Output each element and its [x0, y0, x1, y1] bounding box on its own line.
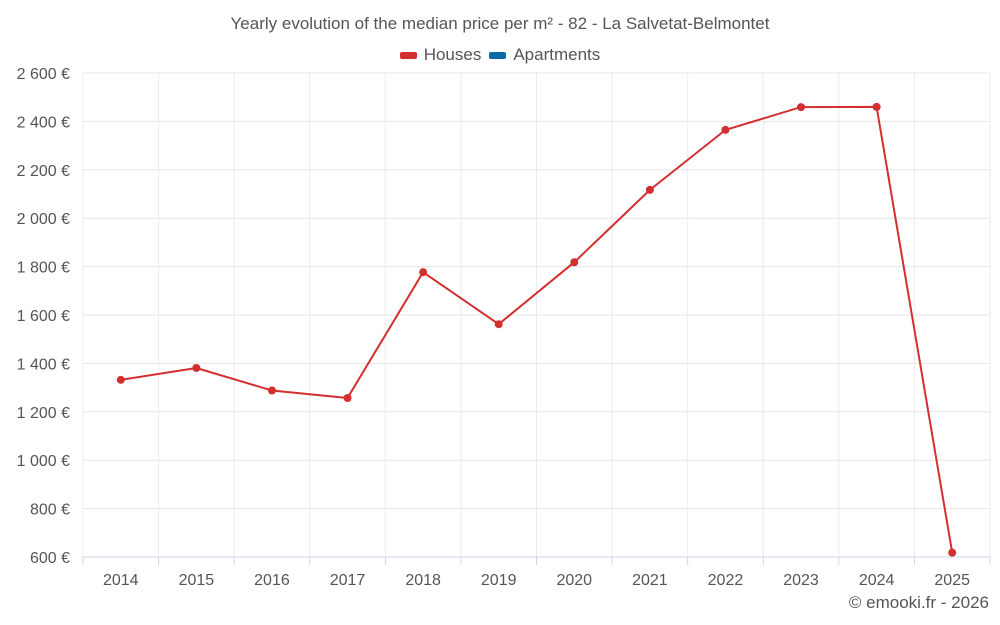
y-tick-label: 2 000 € — [17, 211, 70, 228]
data-point — [570, 258, 579, 267]
x-tick-label: 2018 — [405, 572, 441, 589]
x-tick-label: 2022 — [708, 572, 744, 589]
x-tick-label: 2020 — [556, 572, 592, 589]
credit-text: © emooki.fr - 2026 — [848, 593, 989, 612]
x-tick-label: 2016 — [254, 572, 290, 589]
x-tick-label: 2015 — [179, 572, 215, 589]
data-point — [192, 363, 201, 372]
data-point — [948, 548, 957, 557]
legend-label-apartments: Apartments — [513, 45, 601, 64]
y-tick-label: 1 600 € — [17, 308, 70, 325]
series-line-houses — [120, 105, 954, 553]
y-tick-label: 1 400 € — [17, 356, 70, 373]
legend-label-houses: Houses — [423, 45, 482, 64]
data-point — [343, 394, 352, 403]
y-tick-label: 1 200 € — [17, 405, 70, 422]
data-point — [267, 386, 276, 395]
x-tick-label: 2024 — [859, 572, 895, 589]
x-tick-label: 2014 — [103, 572, 139, 589]
y-tick-label: 1 800 € — [17, 260, 70, 277]
x-tick-label: 2025 — [934, 572, 970, 589]
y-tick-label: 2 600 € — [17, 66, 70, 83]
legend-swatch-houses — [399, 51, 417, 59]
legend-swatch-apartments — [489, 51, 507, 59]
data-point — [645, 185, 654, 194]
data-point — [721, 125, 730, 134]
y-tick-label: 2 200 € — [17, 163, 70, 180]
x-tick-label: 2021 — [632, 572, 668, 589]
x-tick-label: 2023 — [783, 572, 819, 589]
legend-item-houses[interactable]: Houses — [399, 45, 482, 65]
y-tick-label: 800 € — [30, 502, 70, 519]
data-point — [419, 268, 428, 277]
y-tick-label: 2 400 € — [17, 114, 70, 131]
data-point — [494, 320, 503, 329]
x-tick-label: 2019 — [481, 572, 517, 589]
data-point — [797, 103, 806, 112]
legend: Houses Apartments — [0, 45, 1000, 65]
chart-title: Yearly evolution of the median price per… — [230, 14, 770, 33]
y-tick-label: 1 000 € — [17, 453, 70, 470]
axes: 600 € 800 € 1 000 € 1 200 € 1 400 € 1 600 € 1 … — [17, 66, 991, 589]
x-tick-label: 2017 — [330, 572, 366, 589]
data-point — [872, 102, 881, 111]
data-point — [116, 375, 125, 384]
series-layer — [116, 102, 957, 557]
y-tick-label: 600 € — [30, 550, 70, 567]
legend-item-apartments[interactable]: Apartments — [489, 45, 600, 65]
grid — [82, 72, 991, 557]
